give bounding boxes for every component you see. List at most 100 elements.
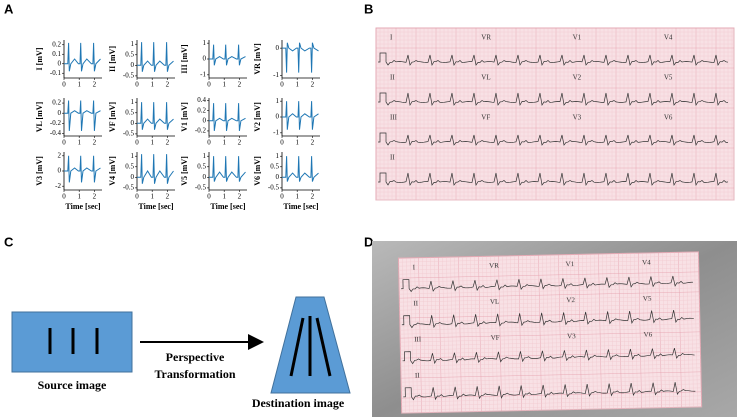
- subplot: -0.500.510 1 2V4 [mV]Time [sec]: [108, 152, 175, 211]
- paper-grid: [470, 256, 474, 412]
- paper-grid: [410, 257, 414, 413]
- x-tick-label: 2: [238, 81, 242, 89]
- paper-grid: [474, 256, 478, 412]
- y-tick-label: -0.1: [50, 69, 62, 77]
- y-axis-label: VL [mV]: [35, 101, 44, 132]
- x-tick-label: 0: [62, 81, 66, 89]
- x-tick-label: 1: [77, 139, 81, 147]
- paper-grid: [401, 391, 702, 399]
- x-tick-label: 1: [150, 81, 154, 89]
- y-tick-label: 0.5: [125, 108, 134, 116]
- ecg-line: [209, 156, 246, 182]
- ecg-line: [209, 44, 246, 66]
- x-axis-label: Time [sec]: [283, 202, 319, 211]
- y-axis-label: V6 [mV]: [253, 156, 262, 186]
- x-tick-label: 1: [150, 193, 154, 201]
- y-tick-label: 0: [131, 119, 135, 127]
- paper-grid: [398, 275, 699, 283]
- ecg-trace: [401, 275, 694, 293]
- paper-grid: [566, 254, 570, 410]
- ecg-line: [282, 101, 319, 130]
- lead-label: II: [390, 74, 395, 82]
- y-tick-label: -0.4: [50, 129, 62, 137]
- ecg-trace: [378, 52, 729, 66]
- paper-grid: [690, 252, 694, 408]
- paper-grid: [401, 379, 702, 387]
- lead-label: V4: [642, 258, 651, 266]
- paper-grid: [400, 343, 701, 351]
- ecg-line: [64, 155, 101, 183]
- paper-grid: [554, 254, 558, 410]
- paper-grid: [674, 252, 678, 408]
- ecg-line: [282, 42, 319, 73]
- subplot: -0.500.510 1 2VF [mV]: [108, 98, 175, 147]
- paper-grid: [399, 279, 699, 287]
- x-tick-label: 2: [311, 81, 315, 89]
- paper-grid: [398, 255, 699, 263]
- paper-grid: [506, 255, 510, 411]
- paper-grid: [434, 257, 438, 413]
- y-tick-label: -0.5: [195, 183, 207, 191]
- lead-label: V6: [644, 331, 653, 339]
- paper-grid: [400, 367, 701, 375]
- x-tick-label: 1: [295, 193, 299, 201]
- y-tick-label: 0: [131, 61, 135, 69]
- paper-grid: [426, 257, 430, 413]
- ecg-line: [64, 100, 101, 131]
- source-caption: Source image: [38, 378, 107, 392]
- paper-grid: [418, 257, 422, 413]
- y-tick-label: 2: [58, 151, 62, 159]
- y-tick-label: 1: [276, 97, 280, 105]
- x-tick-label: 0: [207, 193, 211, 201]
- x-tick-label: 0: [135, 81, 139, 89]
- paper-grid: [618, 253, 622, 409]
- y-tick-label: 0: [131, 173, 135, 181]
- subplot: -100 1 2VR [mV]: [253, 40, 320, 89]
- paper-grid: [562, 254, 566, 410]
- y-tick-label: -1: [273, 71, 279, 79]
- x-tick-label: 2: [93, 193, 97, 201]
- x-tick-label: 1: [222, 193, 226, 201]
- x-tick-label: 2: [93, 81, 97, 89]
- y-tick-label: 0: [276, 173, 280, 181]
- y-axis-label: V1 [mV]: [180, 102, 189, 132]
- x-tick-label: 1: [150, 139, 154, 147]
- lead-label: V6: [664, 114, 673, 122]
- paper-grid: [399, 323, 700, 331]
- y-tick-label: 0.5: [270, 162, 279, 170]
- transform-text: Transformation: [154, 367, 235, 381]
- lead-label: III: [414, 335, 422, 343]
- paper-grid: [678, 252, 682, 408]
- paper-grid: [398, 263, 699, 271]
- paper-grid: [558, 254, 562, 410]
- x-tick-label: 1: [77, 193, 81, 201]
- paper-grid: [494, 256, 498, 412]
- paper-grid: [518, 255, 522, 411]
- lead-label: VL: [481, 74, 490, 82]
- paper-grid: [594, 254, 598, 410]
- y-tick-label: 0.5: [197, 162, 206, 170]
- y-axis-label: V4 [mV]: [108, 156, 117, 186]
- paper-grid: [582, 254, 586, 410]
- paper-grid: [401, 387, 702, 395]
- paper-grid: [422, 257, 426, 413]
- y-tick-label: 0: [276, 44, 280, 52]
- ecg-trace: [402, 348, 695, 365]
- x-tick-label: 0: [135, 139, 139, 147]
- paper-grid: [614, 253, 618, 409]
- bar: [289, 317, 305, 377]
- paper-grid: [400, 359, 701, 367]
- lead-label: VR: [481, 34, 491, 42]
- paper-grid: [398, 259, 699, 267]
- x-tick-label: 1: [295, 81, 299, 89]
- paper-grid: [658, 252, 662, 408]
- y-tick-label: -0.5: [123, 183, 135, 191]
- paper-grid: [446, 257, 450, 413]
- paper-grid: [400, 347, 701, 355]
- paper-grid: [400, 363, 701, 371]
- y-tick-label: 1: [203, 39, 207, 47]
- paper-grid: [590, 254, 594, 410]
- paper-grid: [454, 256, 458, 412]
- x-tick-label: 0: [62, 139, 66, 147]
- subplot: -0.100.10.20 1 2I [mV]: [35, 40, 102, 89]
